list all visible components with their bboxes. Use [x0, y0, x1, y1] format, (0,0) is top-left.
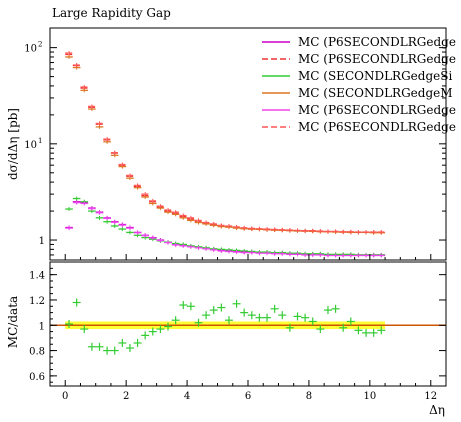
legend-label-1: MC (P6SECONDLRGedge: [298, 52, 456, 66]
y-tick-label-main: 10: [24, 44, 37, 55]
y-tick-label-main-exponent: 1: [38, 137, 42, 145]
y-tick-label-ratio: 0.8: [29, 347, 45, 358]
chart-title: Large Rapidity Gap: [52, 6, 171, 20]
series-5: [65, 50, 386, 235]
y-tick-label-main-exponent: 2: [38, 41, 42, 49]
series-4: [65, 200, 386, 258]
legend: MC (P6SECONDLRGedge MC (P6SECONDLRGedge MC…: [262, 35, 456, 134]
y-tick-label-ratio: 0.6: [29, 372, 45, 383]
ratio-series-0: [65, 298, 386, 355]
ratio-plot-layer: [50, 298, 446, 355]
x-tick-label: 4: [184, 391, 190, 402]
x-tick-label: 6: [245, 391, 251, 402]
legend-label-5: MC (P6SECONDLRGedge: [298, 120, 456, 134]
x-tick-label: 12: [424, 391, 437, 402]
x-tick-label: 0: [62, 391, 68, 402]
legend-label-2: MC (SECONDLRGedgeSi: [298, 69, 452, 83]
legend-label-3: MC (SECONDLRGedgeM: [298, 86, 453, 100]
x-tick-label: 10: [363, 391, 376, 402]
y-tick-label-main: 1: [39, 236, 45, 247]
main-plot-layer: [65, 50, 386, 258]
x-tick-label: 2: [123, 391, 129, 402]
y-axis-label-main: dσ/dΔη [pb]: [6, 108, 20, 180]
legend-label-0: MC (P6SECONDLRGedge: [298, 35, 456, 49]
x-axis-label: Δη: [429, 403, 445, 417]
y-tick-label-main: 10: [24, 140, 37, 151]
y-tick-label-ratio: 1.2: [29, 296, 45, 307]
y-tick-label-ratio: 1.4: [29, 271, 45, 282]
y-tick-label-ratio: 1: [39, 321, 45, 332]
y-axis-label-ratio: MC/data: [6, 296, 20, 348]
legend-label-4: MC (P6SECONDLRGedge: [298, 103, 456, 117]
x-tick-label: 8: [306, 391, 312, 402]
